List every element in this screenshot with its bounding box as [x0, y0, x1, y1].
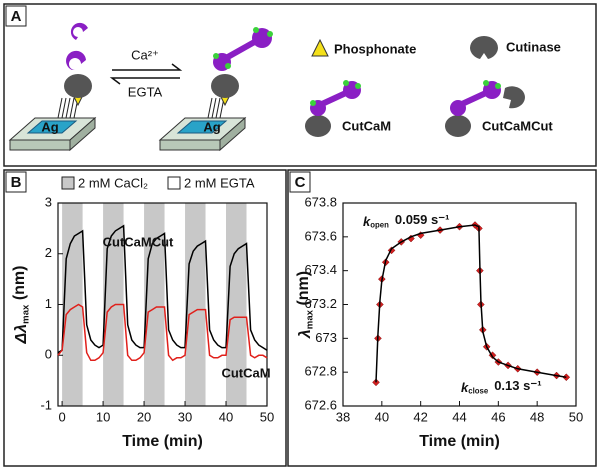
legend-swatch	[167, 176, 181, 190]
x-tick-label: 50	[569, 409, 583, 424]
panel-b-frame	[3, 169, 287, 467]
x-tick-label: 46	[491, 409, 505, 424]
y-axis-label-symbol: Δλ	[13, 324, 30, 345]
x-axis-label: Time (min)	[419, 433, 500, 450]
cutinase-icon	[470, 36, 498, 59]
x-tick-label: 20	[137, 409, 151, 424]
series-label: CutCaM	[221, 365, 270, 380]
x-tick-label: 44	[452, 409, 466, 424]
surface-label: Ag	[203, 119, 220, 134]
legend-swatch	[61, 176, 75, 190]
y-tick-label: 672.8	[304, 364, 337, 379]
panel-label-box	[5, 171, 27, 193]
x-tick-label: 40	[375, 409, 389, 424]
annotation: kopen 0.059 s⁻¹	[363, 213, 449, 230]
reverse-label: EGTA	[128, 84, 163, 99]
y-axis-label-subscript: max	[304, 309, 315, 329]
x-tick-label: 38	[336, 409, 350, 424]
y-axis-label-subscript: max	[20, 304, 31, 324]
y-tick-label: 672.6	[304, 397, 337, 412]
shaded-band	[144, 203, 165, 406]
annotation-subscript: open	[370, 221, 389, 230]
y-tick-label: 1	[45, 296, 52, 311]
y-tick-label: 673.8	[304, 194, 337, 209]
y-tick-label: 2	[45, 245, 52, 260]
panel-label: A	[11, 8, 22, 25]
annotation-symbol: k	[461, 380, 469, 395]
y-tick-label: 0	[45, 347, 52, 362]
panel-label-box	[5, 5, 27, 27]
y-tick-label: -1	[40, 397, 52, 412]
annotation-rest: 0.059 s⁻¹	[395, 213, 450, 228]
y-axis-label: λmax (nm)	[295, 271, 315, 339]
x-tick-label: 40	[219, 409, 233, 424]
series-line	[57, 224, 268, 354]
legend-label: 2 mM CaCl₂	[78, 175, 148, 190]
surface-left	[8, 22, 97, 152]
shaded-band	[185, 203, 206, 406]
y-axis-label-rest: (nm)	[11, 266, 28, 305]
y-tick-label: 673.2	[304, 296, 337, 311]
panel-label-box	[289, 171, 311, 193]
panel-label: B	[11, 174, 22, 191]
y-axis-label-rest: (nm)	[295, 271, 312, 310]
forward-label: Ca²⁺	[131, 47, 159, 62]
y-tick-label: 3	[45, 194, 52, 209]
x-tick-label: 50	[260, 409, 274, 424]
shaded-band	[226, 203, 247, 406]
cutcam-icon	[305, 80, 361, 137]
shaded-band	[103, 203, 124, 406]
annotation-symbol: k	[363, 214, 371, 229]
panel-label: C	[295, 174, 306, 191]
x-tick-label: 0	[58, 409, 65, 424]
series-line	[57, 303, 268, 362]
panel-c-frame	[287, 169, 597, 467]
annotation-subscript: close	[468, 387, 489, 396]
equilibrium-arrows	[109, 63, 183, 85]
series-line	[375, 224, 567, 383]
y-axis-label-symbol: λ	[297, 329, 314, 339]
x-tick-label: 10	[96, 409, 110, 424]
x-tick-label: 30	[178, 409, 192, 424]
y-tick-label: 673.6	[304, 228, 337, 243]
x-axis-label: Time (min)	[122, 433, 203, 450]
y-tick-label: 673.4	[304, 262, 337, 277]
y-axis-label: Δλmax (nm)	[11, 266, 31, 345]
annotation-rest: 0.13 s⁻¹	[494, 379, 541, 394]
cutcamcut-icon	[445, 80, 525, 137]
legend-label: Phosphonate	[334, 41, 416, 56]
surface-right	[158, 27, 273, 152]
panel-a-frame	[3, 3, 597, 167]
y-tick-label: 673	[315, 330, 337, 345]
series-label: CutCaMCut	[103, 234, 174, 249]
surface-label: Ag	[41, 119, 58, 134]
annotation: kclose 0.13 s⁻¹	[461, 379, 542, 396]
legend-label: 2 mM EGTA	[184, 175, 255, 190]
x-tick-label: 48	[530, 409, 544, 424]
legend-label: CutCaM	[342, 118, 391, 133]
data-point	[372, 378, 380, 387]
legend-label: Cutinase	[506, 39, 561, 54]
phosphonate-icon	[311, 38, 329, 57]
legend-label: CutCaMCut	[482, 118, 553, 133]
x-tick-label: 42	[413, 409, 427, 424]
